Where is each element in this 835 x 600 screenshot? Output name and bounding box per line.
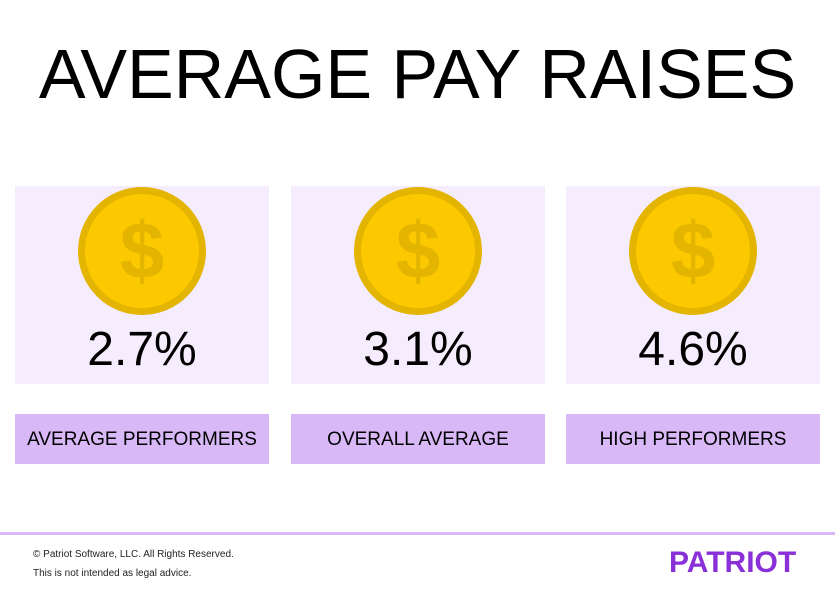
dollar-coin-icon: $ [78,187,206,315]
title-text: AVERAGE PAY RAISES [38,35,797,113]
disclaimer-text: This is not intended as legal advice. [33,568,192,579]
stat-card-high-performers: $ 4.6% [566,186,820,384]
dollar-sign: $ [119,206,165,295]
stat-value: 3.1% [363,323,473,376]
dollar-coin-icon: $ [354,187,482,315]
footer-divider [0,532,835,535]
logo-text: PATRIOT [669,546,797,579]
dollar-sign: $ [670,206,716,295]
stat-value: 2.7% [87,323,197,376]
dollar-coin-icon: $ [629,187,757,315]
dollar-sign: $ [395,206,441,295]
copyright-text: © Patriot Software, LLC. All Rights Rese… [33,549,234,560]
stat-label: HIGH PERFORMERS [566,414,820,464]
stat-label: OVERALL AVERAGE [291,414,545,464]
stat-value: 4.6% [638,323,748,376]
stat-label: AVERAGE PERFORMERS [15,414,269,464]
stat-card-average-performers: $ 2.7% [15,186,269,384]
page-title: AVERAGE PAY RAISES [0,34,835,114]
stat-card-overall-average: $ 3.1% [291,186,545,384]
patriot-logo: PATRIOT [669,546,796,580]
